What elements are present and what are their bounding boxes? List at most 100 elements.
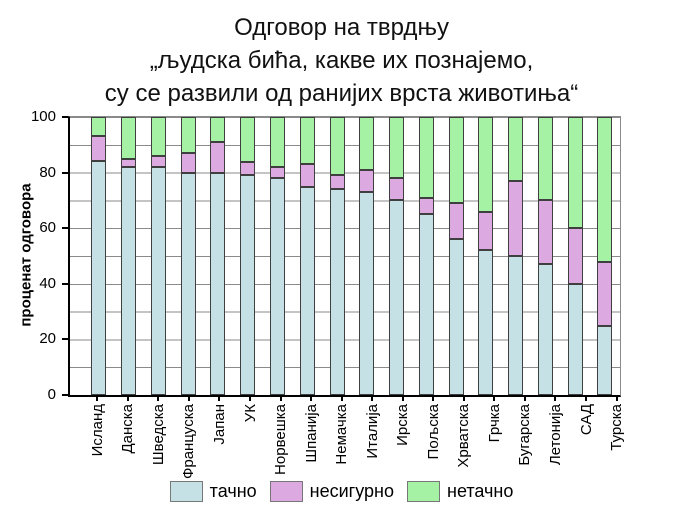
bar-segment-тачно bbox=[418, 214, 434, 395]
x-tick-label-text: Шведска bbox=[149, 404, 167, 466]
bar-8 bbox=[299, 117, 315, 395]
legend-swatch bbox=[407, 481, 440, 502]
bar-segment-нетачно bbox=[359, 117, 375, 170]
x-tick-mark bbox=[157, 396, 160, 401]
bar-segment-нетачно bbox=[150, 117, 166, 156]
bar-segment-тачно bbox=[269, 178, 285, 395]
x-tick-label-text: Бугарска bbox=[516, 404, 534, 466]
bar-13 bbox=[448, 117, 464, 395]
x-tick-label-text: Пољска bbox=[424, 404, 442, 460]
x-axis-ticks bbox=[68, 396, 632, 401]
bar-segment-несигурно bbox=[537, 200, 553, 265]
y-tick-mark bbox=[62, 116, 68, 118]
x-tick-label-11: Ирска bbox=[394, 404, 412, 482]
bar-segment-нетачно bbox=[389, 117, 405, 179]
bar-segment-тачно bbox=[478, 250, 494, 395]
bar-segment-несигурно bbox=[597, 261, 613, 326]
x-tick-label-17: САД bbox=[578, 404, 595, 482]
bar-17 bbox=[567, 117, 583, 395]
x-tick-label-text: УК bbox=[241, 404, 259, 423]
x-tick-label-text: Немачка bbox=[333, 404, 351, 465]
bar-segment-нетачно bbox=[329, 117, 345, 176]
y-tick-label: 100 bbox=[30, 108, 56, 125]
bar-segment-тачно bbox=[389, 200, 405, 395]
bar-segment-нетачно bbox=[299, 117, 315, 165]
x-tick-mark bbox=[432, 396, 435, 401]
bar-segment-нетачно bbox=[210, 117, 226, 143]
x-tick-label-15: Бугарска bbox=[516, 404, 534, 482]
chart-title-line-2: „људска бића, какве их познајемо, bbox=[149, 47, 534, 74]
bar-segment-тачно bbox=[537, 264, 553, 395]
legend-label: нетачно bbox=[447, 481, 514, 501]
x-tick-label-text: Ирска bbox=[394, 404, 412, 446]
bar-segment-нетачно bbox=[240, 117, 256, 162]
x-tick-mark bbox=[401, 396, 404, 401]
x-tick-label-12: Пољска bbox=[424, 404, 442, 482]
x-tick-mark bbox=[462, 396, 465, 401]
bar-segment-тачно bbox=[91, 161, 107, 395]
bar-segment-тачно bbox=[299, 186, 315, 395]
x-tick-label-14: Грчка bbox=[486, 404, 503, 482]
bar-segment-несигурно bbox=[567, 228, 583, 284]
x-tick-label-text: Данска bbox=[119, 404, 137, 454]
bar-7 bbox=[269, 117, 285, 395]
x-tick-label-text: Француска bbox=[180, 404, 198, 480]
x-tick-label-text: Летонија bbox=[546, 404, 564, 466]
x-tick-label-7: Норвешка bbox=[272, 404, 290, 482]
x-tick-label-3: Шведска bbox=[149, 404, 167, 482]
bar-segment-тачно bbox=[567, 283, 583, 395]
x-tick-label-13: Хрватска bbox=[455, 404, 473, 482]
x-tick-label-4: Француска bbox=[180, 404, 198, 482]
bar-segment-несигурно bbox=[121, 158, 137, 168]
x-tick-label-10: Италија bbox=[363, 404, 381, 482]
bar-segment-тачно bbox=[240, 175, 256, 395]
legend-item-нетачно: нетачно bbox=[407, 481, 513, 502]
plot-area bbox=[68, 116, 621, 397]
bar-segment-нетачно bbox=[448, 117, 464, 204]
y-tick-label: 20 bbox=[39, 330, 56, 348]
bar-segment-несигурно bbox=[478, 211, 494, 251]
x-tick-label-text: Исланд bbox=[88, 404, 106, 457]
y-tick-mark bbox=[62, 394, 68, 396]
chart-title: Одговор на тврдњу „људска бића, какве их… bbox=[0, 11, 683, 110]
chart-title-line-3: су се развили од ранијих врста животиња“ bbox=[104, 80, 579, 107]
x-tick-mark bbox=[340, 396, 343, 401]
x-tick-mark bbox=[249, 396, 251, 401]
x-tick-mark bbox=[615, 396, 618, 401]
bar-2 bbox=[121, 117, 137, 395]
y-tick-label: 0 bbox=[47, 386, 56, 403]
bar-segment-тачно bbox=[359, 192, 375, 395]
bar-15 bbox=[508, 117, 524, 395]
x-tick-label-text: Хрватска bbox=[455, 404, 473, 468]
bar-5 bbox=[210, 117, 226, 395]
bar-6 bbox=[240, 117, 256, 395]
bar-segment-нетачно bbox=[121, 117, 137, 159]
y-tick-mark bbox=[62, 171, 68, 174]
y-tick-label: 80 bbox=[39, 163, 56, 181]
bar-segment-несигурно bbox=[329, 175, 345, 190]
legend-swatch bbox=[169, 481, 203, 502]
y-axis: 0 20 40 60 80 100 bbox=[0, 108, 68, 403]
y-tick-label: 40 bbox=[39, 274, 56, 292]
x-tick-label-8: Шпанија bbox=[303, 404, 320, 482]
x-tick-label-5: Јапан bbox=[211, 404, 228, 482]
x-tick-label-text: Норвешка bbox=[272, 404, 290, 475]
x-tick-label-text: Турска bbox=[608, 404, 626, 451]
bar-4 bbox=[180, 117, 196, 395]
bar-1 bbox=[91, 117, 107, 395]
bar-10 bbox=[359, 117, 375, 395]
legend-swatch bbox=[269, 481, 303, 502]
x-tick-label-text: Италија bbox=[363, 404, 381, 459]
bar-segment-несигурно bbox=[418, 197, 434, 215]
legend-item-несигурно: несигурно bbox=[269, 481, 394, 502]
x-tick-mark bbox=[523, 396, 526, 401]
bar-segment-несигурно bbox=[508, 180, 524, 256]
bar-segment-нетачно bbox=[567, 117, 583, 229]
x-tick-label-9: Немачка bbox=[333, 404, 351, 482]
bars-container bbox=[70, 117, 620, 395]
x-axis-labels: Исланд Данска Шведска Француска Јапан УК Норве… bbox=[68, 404, 632, 482]
bar-segment-несигурно bbox=[210, 142, 226, 173]
x-tick-mark bbox=[279, 396, 282, 401]
x-tick-label-1: Исланд bbox=[88, 404, 106, 482]
